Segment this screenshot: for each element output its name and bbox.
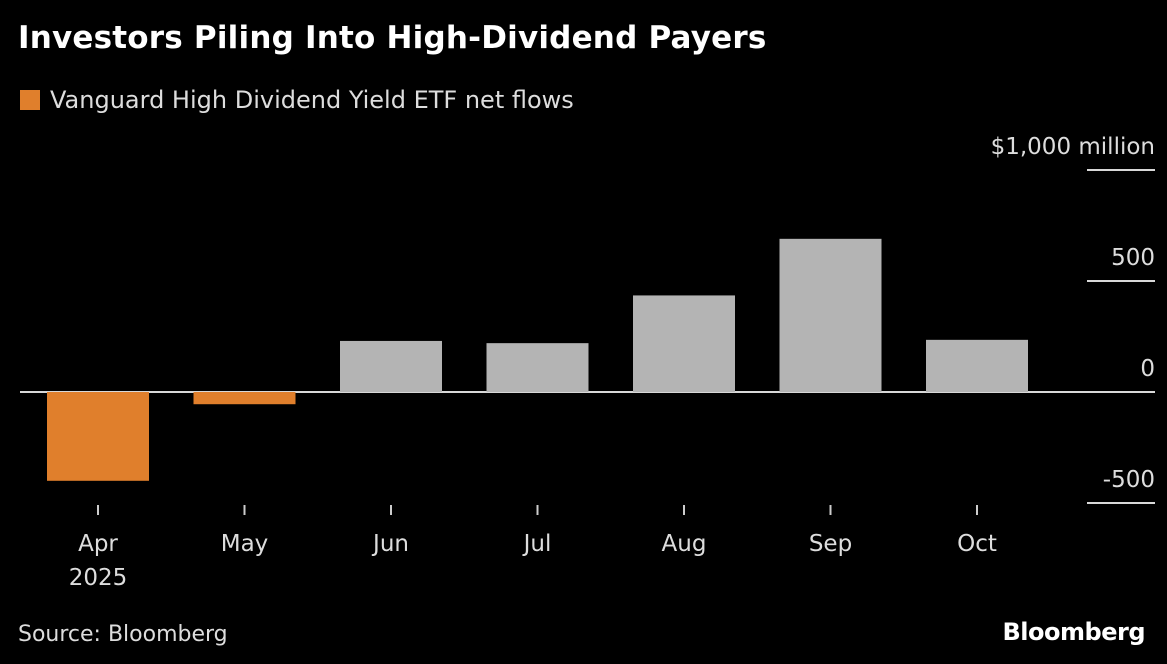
bar-jul	[486, 343, 589, 392]
y-tick-label: 0	[1140, 356, 1155, 382]
x-tick-label: Sep	[809, 531, 852, 557]
y-tick-label: 500	[1111, 245, 1155, 271]
x-tick-label: May	[221, 531, 269, 557]
legend: Vanguard High Dividend Yield ETF net flo…	[20, 86, 574, 114]
x-tick-sublabel: 2025	[69, 565, 128, 591]
y-tick-label: $1,000 million	[991, 134, 1155, 160]
x-tick-label: Jul	[522, 531, 552, 557]
bar-oct	[926, 339, 1028, 392]
x-tick-label: Aug	[662, 531, 707, 557]
source-note: Source: Bloomberg	[18, 622, 228, 647]
bar-aug	[633, 295, 735, 392]
x-tick-label: Oct	[957, 531, 997, 557]
y-tick-label: -500	[1103, 467, 1155, 493]
bar-may	[193, 392, 296, 405]
chart-title: Investors Piling Into High-Dividend Paye…	[18, 20, 767, 56]
bar-sep	[779, 238, 882, 392]
bar-jun	[340, 340, 442, 392]
x-tick-label: Jun	[371, 531, 409, 557]
legend-label: Vanguard High Dividend Yield ETF net flo…	[50, 86, 574, 114]
legend-swatch	[20, 90, 40, 110]
x-tick-label: Apr	[78, 531, 118, 557]
bar-apr	[47, 392, 149, 481]
bloomberg-logo: Bloomberg	[1002, 618, 1146, 646]
